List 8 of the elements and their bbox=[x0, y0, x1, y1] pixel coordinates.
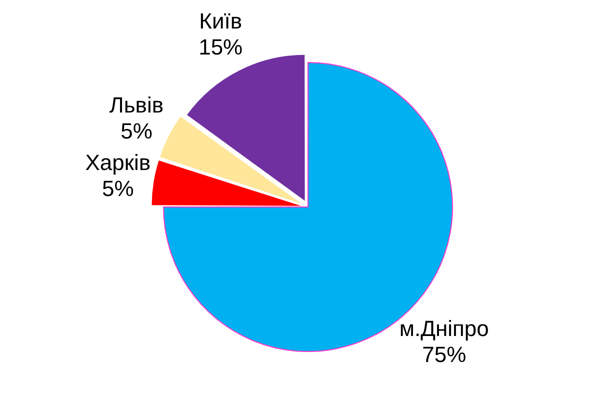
data-label: 15% bbox=[198, 34, 243, 60]
data-label: 75% bbox=[422, 342, 466, 368]
slice-label: Львів bbox=[109, 92, 164, 118]
slice-label: Київ bbox=[199, 8, 242, 34]
slice-label: м.Дніпро bbox=[399, 316, 489, 342]
slice-label: Харків bbox=[85, 150, 151, 175]
data-label: 5% bbox=[102, 176, 134, 201]
data-label: 5% bbox=[120, 118, 152, 144]
